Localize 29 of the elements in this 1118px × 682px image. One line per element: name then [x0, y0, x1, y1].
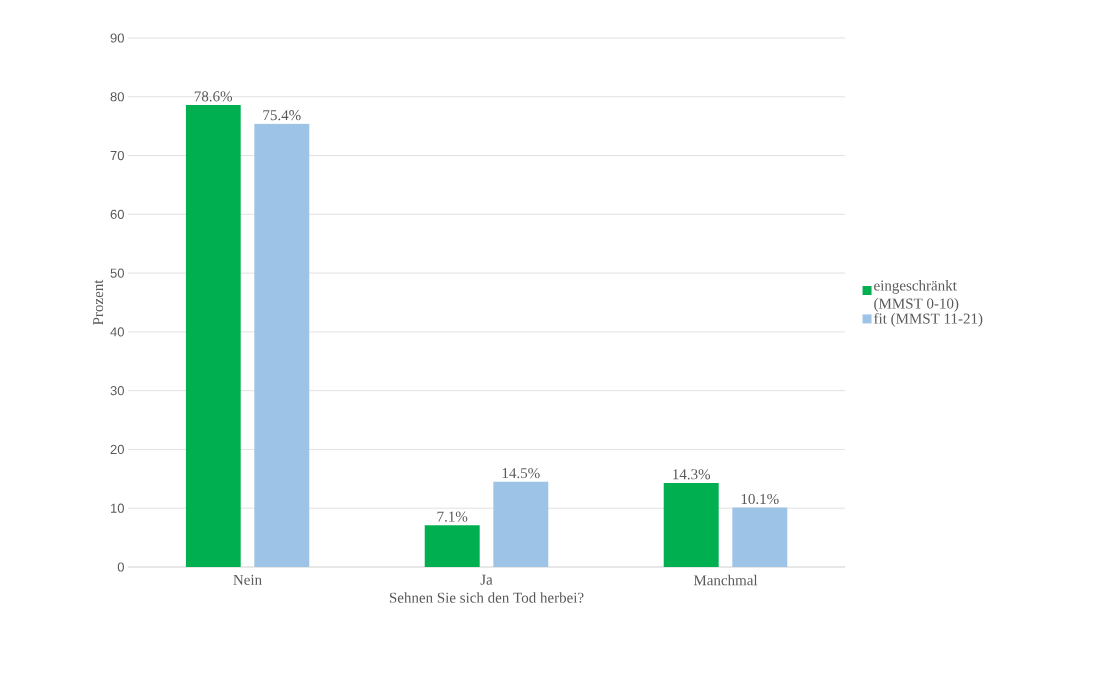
y-tick-label: 0: [117, 562, 124, 572]
x-tick-label: Nein: [233, 574, 262, 585]
data-label: 78.6%: [194, 91, 233, 102]
y-tick-label: 50: [110, 268, 124, 278]
y-tick-label: 70: [110, 150, 124, 161]
bar: [732, 507, 788, 567]
x-tick-label: Ja: [480, 574, 493, 585]
legend-label: fit (MMST 11-21): [874, 312, 983, 327]
bar: [663, 482, 719, 567]
data-label: 14.3%: [673, 469, 711, 480]
bar: [254, 123, 310, 567]
y-tick-label: 60: [110, 209, 124, 219]
data-label: 75.4%: [263, 110, 301, 121]
bar: [185, 105, 241, 567]
y-axis-title: Prozent: [93, 279, 104, 325]
data-label: 14.5%: [502, 468, 540, 479]
y-tick-label: 90: [110, 33, 124, 43]
y-tick-label: 80: [110, 92, 124, 102]
data-label: 10.1%: [741, 493, 779, 505]
bar: [424, 525, 480, 567]
data-label: 7.1%: [437, 511, 468, 522]
x-axis-title: Sehnen Sie sich den Tod herbei?: [389, 592, 584, 603]
y-tick-label: 10: [111, 503, 124, 513]
y-tick-label: 20: [110, 444, 124, 455]
y-tick-label: 30: [110, 386, 124, 396]
legend-label: eingeschränkt (MMST 0-10): [874, 280, 959, 312]
bar: [493, 481, 549, 567]
x-tick-label: Manchmal: [693, 574, 758, 586]
y-tick-label: 40: [110, 327, 124, 337]
